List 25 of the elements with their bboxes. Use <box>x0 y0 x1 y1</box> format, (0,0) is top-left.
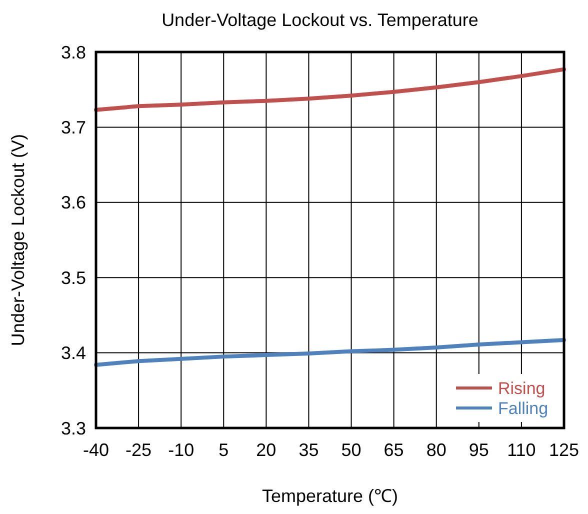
line-series <box>94 338 566 367</box>
y-tick-label: 3.6 <box>60 192 86 213</box>
x-tick-label: 110 <box>507 440 536 460</box>
x-tick-label: 20 <box>256 440 276 460</box>
x-tick-label: 95 <box>468 440 489 460</box>
y-tick-label: 3.3 <box>60 418 86 438</box>
x-axis-title: Temperature (℃) <box>262 486 398 506</box>
x-tick-label: 65 <box>384 440 404 460</box>
x-tick-label: -10 <box>168 440 194 460</box>
x-tick-label: 50 <box>341 440 362 460</box>
x-tick-label: -25 <box>126 440 152 460</box>
y-tick-label: 3.5 <box>60 268 86 288</box>
y-tick-label: 3.4 <box>60 343 86 364</box>
x-tick-label: 80 <box>426 440 446 460</box>
x-tick-label: 125 <box>548 440 580 460</box>
chart-title: Under-Voltage Lockout vs. Temperature <box>162 10 478 30</box>
y-axis-title: Under-Voltage Lockout (V) <box>8 134 28 346</box>
legend-label: Falling <box>498 398 548 418</box>
x-tick-label: -40 <box>82 440 110 460</box>
x-tick-label: 5 <box>218 440 229 460</box>
x-tick-label: 35 <box>298 440 319 460</box>
y-tick-label: 3.7 <box>60 118 86 138</box>
y-tick-label: 3.8 <box>60 42 86 62</box>
line-series <box>94 67 566 112</box>
legend-label: Rising <box>498 378 546 398</box>
